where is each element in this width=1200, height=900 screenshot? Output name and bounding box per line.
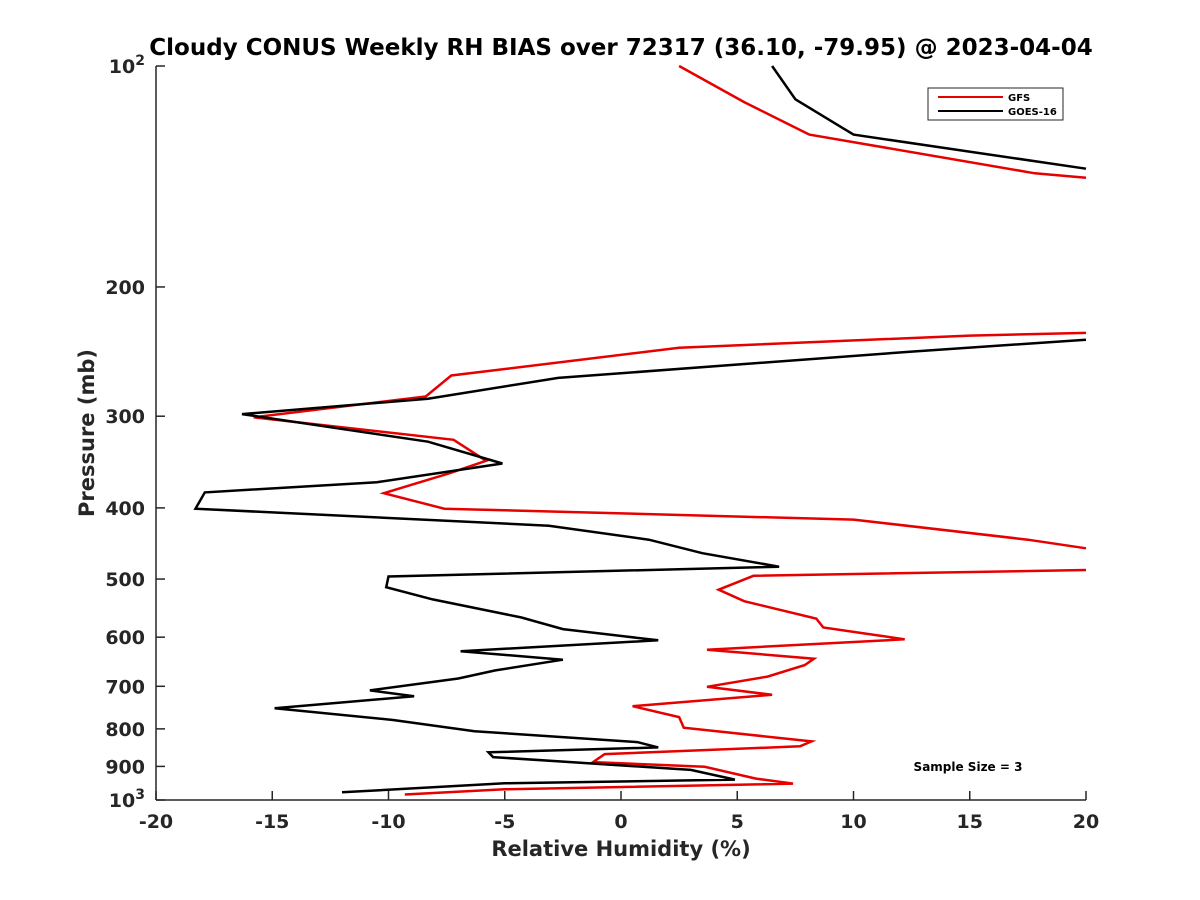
x-tick-label: -10 [371, 811, 405, 833]
x-tick-label: -5 [494, 811, 515, 833]
legend: GFS GOES-16 [927, 87, 1064, 121]
plot-area [193, 64, 1087, 796]
series-line-goes16 [193, 65, 1087, 794]
x-tick-label: 10 [840, 811, 866, 833]
legend-label-gfs: GFS [1008, 93, 1030, 104]
legend-label-goes16: GOES-16 [1008, 107, 1057, 118]
y-axis: 102 200 300 400 500 600 700 800 900 103 [105, 53, 165, 812]
x-tick-label: 20 [1073, 811, 1099, 833]
y-tick-label: 500 [105, 569, 145, 591]
y-tick-label: 102 [109, 53, 145, 78]
x-tick-label: 15 [957, 811, 983, 833]
y-axis-label: Pressure (mb) [75, 349, 99, 517]
y-tick-label: 700 [105, 676, 145, 698]
y-tick-label: 200 [105, 277, 145, 299]
sample-size-annotation: Sample Size = 3 [914, 760, 1023, 774]
x-tick-label: -15 [255, 811, 289, 833]
chart-title: Cloudy CONUS Weekly RH BIAS over 72317 (… [149, 35, 1092, 61]
series-line-gfs [253, 64, 1087, 796]
y-tick-label: 400 [105, 498, 145, 520]
x-axis-label: Relative Humidity (%) [491, 837, 750, 861]
x-tick-label: 0 [614, 811, 627, 833]
y-tick-label: 900 [105, 756, 145, 778]
x-tick-label: -20 [139, 811, 173, 833]
y-tick-label: 300 [105, 406, 145, 428]
x-axis: -20 -15 -10 -5 0 5 10 15 20 [139, 791, 1099, 833]
y-tick-label: 600 [105, 627, 145, 649]
y-tick-label: 103 [109, 787, 145, 812]
x-tick-label: 5 [731, 811, 744, 833]
y-tick-label: 800 [105, 719, 145, 741]
legend-box [927, 87, 1064, 121]
